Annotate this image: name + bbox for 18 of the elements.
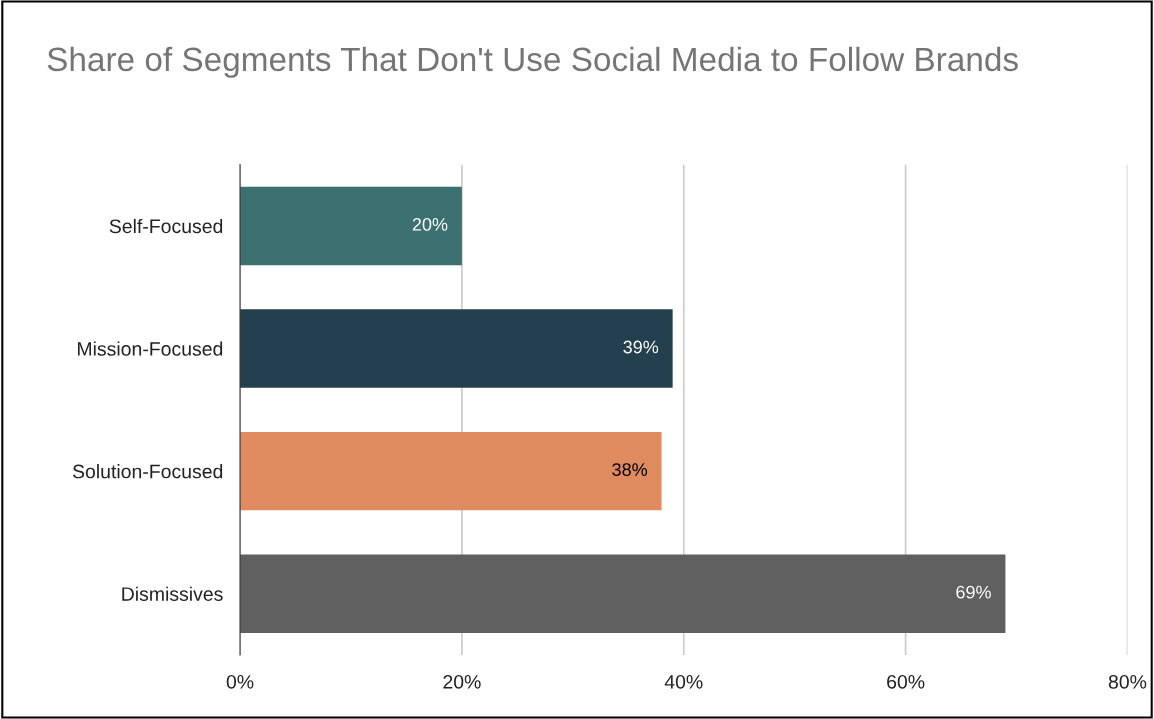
data-label: 38% — [612, 463, 648, 476]
y-tick-label: Solution-Focused — [72, 464, 223, 479]
x-tick-label: 0% — [226, 674, 254, 689]
bar — [240, 186, 462, 266]
bar — [240, 431, 662, 511]
x-tick-label: 60% — [887, 674, 925, 689]
x-tick-label: 20% — [443, 674, 481, 689]
y-tick-label: Dismissives — [122, 586, 223, 601]
data-label: 69% — [956, 585, 991, 599]
x-tick-label: 40% — [664, 674, 703, 689]
bar — [240, 554, 1006, 633]
bar — [240, 309, 673, 388]
data-label: 20% — [412, 218, 448, 231]
y-tick-label: Mission-Focused — [78, 341, 223, 356]
x-tick-label: 80% — [1108, 674, 1147, 689]
y-tick-label: Self-Focused — [109, 218, 223, 234]
data-label: 39% — [623, 340, 659, 354]
chart-title: Share of Segments That Don't Use Social Media to Follow Brands — [47, 46, 1018, 78]
